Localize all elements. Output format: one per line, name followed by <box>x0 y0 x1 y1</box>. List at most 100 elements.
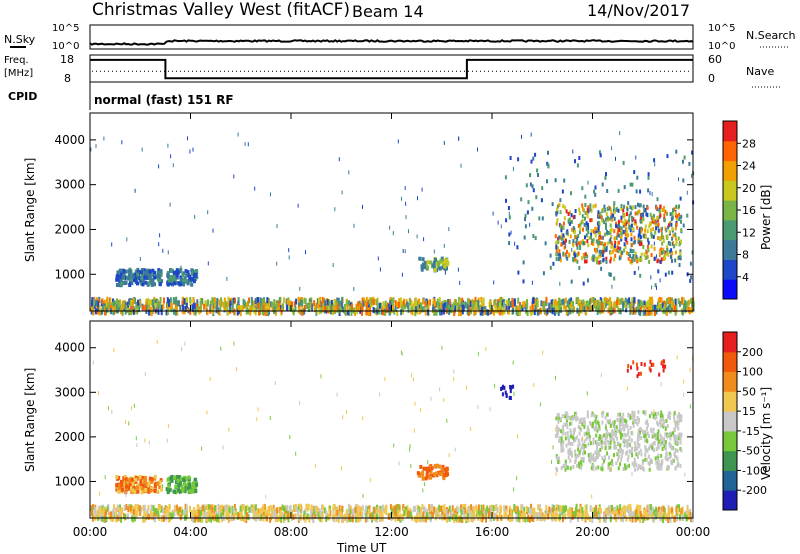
echo-cell <box>477 504 480 511</box>
echo-cell <box>636 504 639 511</box>
echo-cell <box>654 456 657 461</box>
echo-cell <box>604 415 607 420</box>
echo-cell <box>471 512 474 519</box>
echo-cell <box>407 306 410 313</box>
colorbar-segment <box>723 121 737 142</box>
echo-cell <box>338 513 341 520</box>
echo-cell <box>594 226 597 231</box>
echo-cell <box>421 257 425 262</box>
echo-cell <box>532 516 535 522</box>
echo-cell <box>637 233 640 238</box>
echo-cell <box>561 443 564 448</box>
echo-cell <box>634 467 637 472</box>
echo-cell <box>662 238 665 243</box>
echo-cell <box>112 298 114 305</box>
echo-cell <box>675 222 678 227</box>
echo-cell <box>167 143 169 148</box>
echo-cell <box>614 508 617 515</box>
echo-cell <box>609 440 612 445</box>
echo-cell <box>526 210 529 215</box>
echo-cell <box>121 275 125 279</box>
echo-cell <box>654 436 657 441</box>
echo-cell <box>679 196 682 201</box>
echo-cell <box>101 515 104 522</box>
echo-cell <box>623 427 626 432</box>
echo-cell <box>574 209 577 213</box>
echo-cell <box>510 230 512 235</box>
echo-cell <box>358 505 361 512</box>
echo-cell <box>104 516 107 523</box>
echo-cell <box>606 207 609 212</box>
echo-cell <box>636 416 639 420</box>
echo-cell <box>253 508 256 515</box>
echo-cell <box>551 202 554 207</box>
echo-cell <box>571 453 574 458</box>
echo-cell <box>671 227 674 231</box>
echo-cell <box>590 241 593 246</box>
echo-cell <box>400 309 403 316</box>
echo-cell <box>608 217 611 222</box>
echo-cell <box>291 301 294 308</box>
echo-cell <box>653 516 655 522</box>
colorbar-tick-label: 28 <box>742 137 756 150</box>
echo-cell <box>574 229 576 234</box>
echo-cell <box>316 507 319 514</box>
echo-cell <box>508 300 511 306</box>
echo-cell <box>414 297 417 304</box>
echo-cell <box>577 447 580 452</box>
echo-cell <box>487 511 490 517</box>
echo-cell <box>502 301 505 308</box>
echo-cell <box>157 510 160 517</box>
echo-cell <box>512 304 515 311</box>
echo-cell <box>666 251 669 256</box>
echo-cell <box>578 431 581 436</box>
echo-cell <box>589 298 592 305</box>
echo-cell <box>650 228 652 233</box>
echo-cell <box>313 300 316 307</box>
echo-cell <box>431 263 435 268</box>
echo-cell <box>597 442 600 447</box>
echo-cell <box>624 466 627 471</box>
echo-cell <box>366 515 369 522</box>
echo-cell <box>651 300 654 307</box>
echo-cell <box>353 507 356 514</box>
echo-cell <box>580 511 583 518</box>
echo-cell <box>271 301 274 308</box>
echo-cell <box>562 507 565 513</box>
echo-cell <box>622 467 625 471</box>
echo-cell <box>599 447 602 452</box>
echo-cell <box>582 281 585 286</box>
echo-cell <box>638 464 641 469</box>
echo-cell <box>169 275 173 279</box>
echo-cell <box>673 411 676 416</box>
echo-cell <box>362 204 363 209</box>
echo-cell <box>106 505 109 512</box>
echo-cell <box>153 484 157 488</box>
echo-cell <box>626 220 629 225</box>
echo-cell <box>664 445 667 450</box>
echo-cell <box>670 248 673 253</box>
echo-cell <box>650 309 653 316</box>
echo-cell <box>681 509 684 516</box>
echo-cell <box>635 189 638 194</box>
echo-cell <box>664 304 667 310</box>
echo-cell <box>209 512 212 519</box>
echo-cell <box>167 514 170 521</box>
echo-cell <box>176 504 179 511</box>
echo-cell <box>645 310 647 317</box>
echo-cell <box>266 509 269 516</box>
echo-cell <box>332 504 335 511</box>
echo-cell <box>406 301 409 308</box>
echo-cell <box>658 253 661 257</box>
echo-cell <box>166 309 169 316</box>
echo-cell <box>174 281 178 286</box>
echo-cell <box>248 514 251 521</box>
echo-cell <box>514 241 516 246</box>
echo-cell <box>437 260 441 265</box>
power-data-layer <box>90 131 695 317</box>
echo-cell <box>615 221 618 226</box>
echo-cell <box>569 447 572 452</box>
echo-cell <box>280 516 283 523</box>
echo-cell <box>253 300 256 307</box>
echo-cell <box>657 453 660 458</box>
